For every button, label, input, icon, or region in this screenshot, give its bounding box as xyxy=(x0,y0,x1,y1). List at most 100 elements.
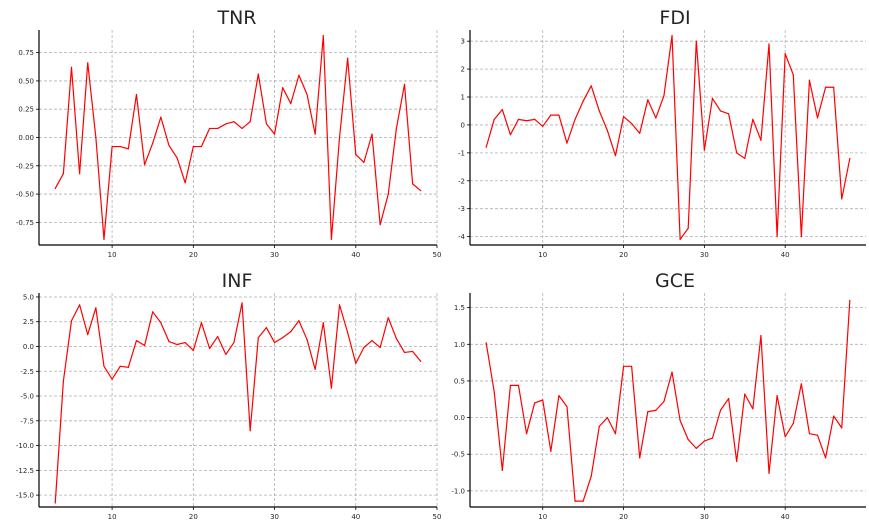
data-point xyxy=(671,371,673,373)
x-tick-label: 30 xyxy=(700,513,709,521)
data-point xyxy=(606,129,608,132)
x-tick-label: 20 xyxy=(189,251,198,259)
data-point xyxy=(590,475,592,477)
y-tick-label: 0.0 xyxy=(454,414,465,422)
data-point xyxy=(298,320,300,322)
data-point xyxy=(314,133,316,135)
data-point xyxy=(816,117,819,119)
data-point xyxy=(111,378,113,380)
data-point xyxy=(152,142,154,144)
data-point xyxy=(168,144,170,147)
data-point xyxy=(95,136,97,139)
data-point xyxy=(176,343,178,346)
chart-title-tnr: TNR xyxy=(216,7,256,29)
data-point xyxy=(833,415,835,417)
data-point xyxy=(550,450,552,452)
data-point xyxy=(582,100,584,102)
data-point xyxy=(273,133,276,135)
data-point xyxy=(403,83,406,85)
y-tick-label: 0.5 xyxy=(454,377,465,385)
data-point xyxy=(111,145,113,148)
data-point xyxy=(558,114,560,116)
series-line-gce xyxy=(485,300,851,502)
data-point xyxy=(728,397,730,400)
data-point xyxy=(306,338,308,341)
data-point xyxy=(550,114,552,116)
data-point xyxy=(412,183,414,185)
y-tick-label: 1 xyxy=(461,94,465,102)
data-point xyxy=(711,437,714,439)
data-point xyxy=(135,339,138,342)
data-points-fdi xyxy=(485,34,851,241)
y-tick-label: -0.50 xyxy=(16,191,34,199)
data-point xyxy=(485,342,487,344)
data-point xyxy=(631,365,633,367)
data-point xyxy=(719,110,722,112)
y-tick-label: 2 xyxy=(461,66,465,74)
data-point xyxy=(371,133,373,135)
data-point xyxy=(598,425,600,427)
data-point xyxy=(517,384,520,386)
y-tick-label: -2.5 xyxy=(20,368,34,376)
data-point xyxy=(160,116,162,118)
y-tick-label: 0.00 xyxy=(18,134,34,142)
data-point xyxy=(687,438,689,441)
data-point xyxy=(241,302,243,304)
data-point xyxy=(776,236,778,238)
data-point xyxy=(387,317,389,319)
data-points-inf xyxy=(54,302,422,504)
data-point xyxy=(695,447,697,449)
y-tick-label: 0.50 xyxy=(18,77,34,85)
data-point xyxy=(184,182,186,184)
data-point xyxy=(647,99,649,101)
y-tick-label: -7.5 xyxy=(20,417,34,425)
data-point xyxy=(647,411,649,413)
data-point xyxy=(395,127,397,130)
data-point xyxy=(792,422,794,425)
data-point xyxy=(233,341,235,344)
y-tick-label: 0 xyxy=(461,121,465,129)
data-point xyxy=(841,198,843,200)
x-tick-label: 10 xyxy=(108,251,117,259)
data-point xyxy=(241,127,243,130)
data-point xyxy=(306,93,308,96)
y-tick-label: -0.75 xyxy=(16,219,34,227)
data-point xyxy=(752,118,754,120)
data-point xyxy=(314,368,316,370)
data-point xyxy=(363,161,365,163)
data-points-tnr xyxy=(54,35,422,240)
data-point xyxy=(143,344,146,347)
data-point xyxy=(574,500,576,502)
x-tick-label: 20 xyxy=(619,513,628,521)
data-point xyxy=(784,436,786,438)
data-point xyxy=(590,85,592,87)
data-point xyxy=(338,304,341,306)
y-tick-label: -2 xyxy=(458,177,465,185)
data-point xyxy=(395,337,397,340)
subplot-gce: GCE -1.0 -0.5 0.0 0.5 1.0 1.5 10 20 30 40 xyxy=(451,270,866,521)
data-point xyxy=(322,35,324,37)
data-point xyxy=(70,320,73,322)
grid-fdi: -4 -3 -2 -1 0 1 2 3 10 20 30 40 xyxy=(458,30,866,259)
data-point xyxy=(728,113,730,115)
y-tick-label: 0.25 xyxy=(18,106,34,114)
data-point xyxy=(663,400,665,403)
data-point xyxy=(160,322,162,324)
data-point xyxy=(614,155,617,157)
y-tick-label: -1.0 xyxy=(451,487,465,495)
data-point xyxy=(574,118,576,120)
data-point xyxy=(614,433,617,435)
data-point xyxy=(736,460,738,463)
data-point xyxy=(330,387,333,389)
subplot-tnr: TNR -0.75 -0.50 -0.25 0.00 0.25 0.50 0.75 10 20 3… xyxy=(16,7,442,259)
data-point xyxy=(412,350,414,353)
data-point xyxy=(200,322,203,324)
x-tick-label: 10 xyxy=(538,251,547,259)
data-point xyxy=(695,40,697,42)
y-tick-label: 1.5 xyxy=(454,304,465,312)
y-tick-label: -3 xyxy=(458,205,465,213)
data-point xyxy=(833,86,835,88)
data-point xyxy=(485,146,487,148)
data-point xyxy=(338,136,341,139)
